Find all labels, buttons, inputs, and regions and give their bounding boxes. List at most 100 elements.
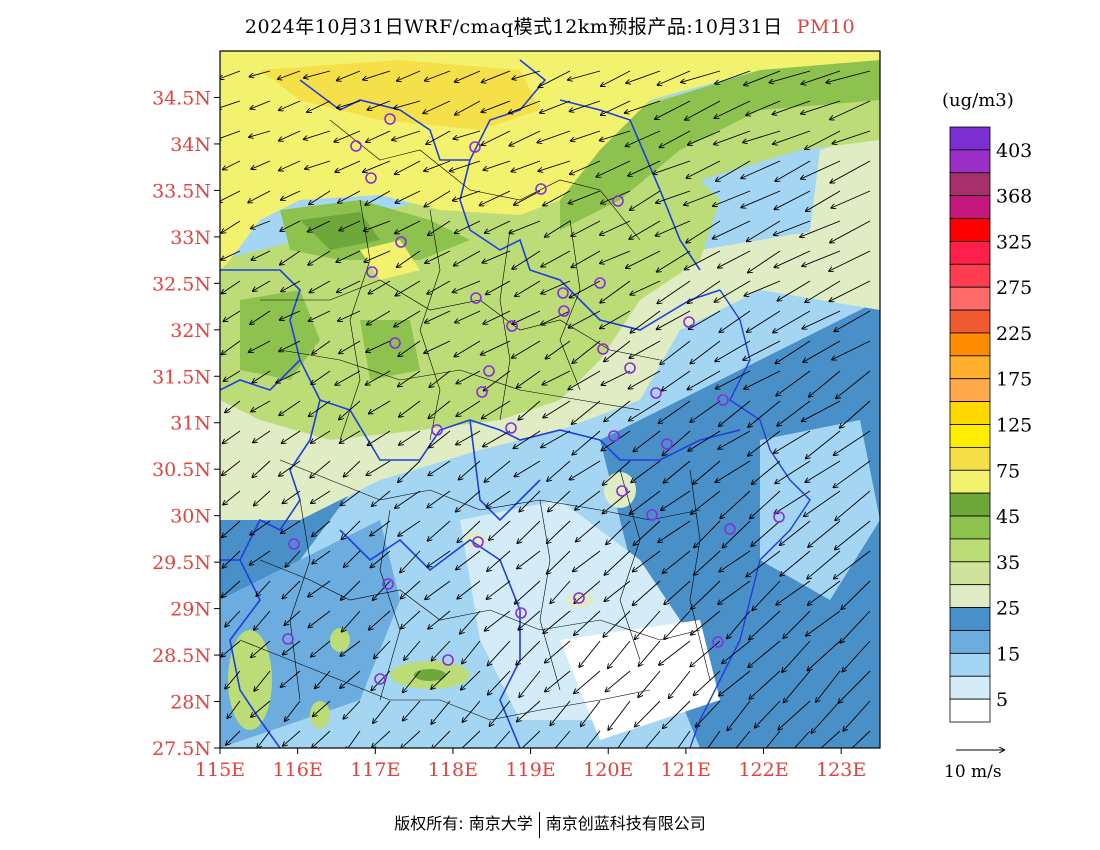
wind-arrow	[311, 370, 331, 384]
wind-arrow	[714, 100, 751, 118]
wind-arrow	[657, 280, 691, 303]
wind-arrow	[777, 280, 811, 301]
wind-arrow	[689, 310, 721, 329]
wind-arrow	[841, 580, 871, 609]
wind-arrow	[457, 520, 481, 542]
wind-arrow	[741, 190, 781, 207]
wind-arrow	[570, 460, 601, 480]
station-marker	[506, 320, 518, 332]
wind-arrow	[494, 730, 511, 748]
wind-arrow	[511, 160, 541, 171]
wind-arrow	[741, 160, 781, 178]
station-marker	[717, 394, 729, 406]
wind-arrow	[363, 70, 391, 80]
wind-arrow	[545, 640, 571, 663]
wind-arrow	[341, 580, 361, 600]
wind-arrow	[401, 730, 421, 748]
wind-arrow	[253, 430, 271, 442]
wind-arrow	[424, 160, 451, 171]
wind-arrow	[222, 340, 241, 354]
wind-arrow	[310, 460, 331, 478]
lon-tick-label: 115E	[195, 759, 245, 781]
wind-arrow	[719, 550, 751, 572]
wind-arrow	[225, 400, 241, 412]
wind-arrow	[808, 580, 841, 605]
wind-arrow	[545, 220, 571, 237]
wind-arrow	[311, 490, 331, 503]
wind-arrow	[427, 490, 451, 508]
wind-arrow	[425, 70, 451, 81]
wind-arrow	[311, 430, 331, 443]
wind-arrow	[656, 220, 691, 236]
wind-arrow	[369, 610, 391, 630]
wind-arrow	[694, 550, 721, 575]
wind-arrow	[370, 520, 391, 536]
wind-arrow	[605, 670, 631, 692]
wind-arrow	[776, 370, 811, 396]
wind-arrow	[684, 190, 721, 205]
wind-arrow	[487, 550, 511, 571]
wind-arrow	[685, 100, 721, 120]
wind-arrow	[656, 190, 691, 203]
wind-arrow	[372, 490, 391, 506]
wind-arrow	[625, 100, 661, 113]
lat-tick-label: 31N	[170, 413, 211, 435]
wind-arrow	[803, 340, 841, 362]
wind-arrow	[838, 670, 871, 703]
wind-arrow	[486, 490, 511, 507]
wind-arrow	[455, 100, 481, 115]
wind-arrow	[775, 160, 811, 181]
wind-arrow	[690, 400, 721, 422]
wind-arrow	[344, 460, 361, 477]
wind-arrow	[718, 430, 751, 449]
wind-arrow	[743, 340, 781, 360]
wind-arrow	[366, 340, 391, 352]
station-marker	[535, 183, 547, 195]
wind-arrow	[840, 610, 871, 643]
lon-tick-label: 121E	[661, 759, 711, 781]
lat-tick-label: 31.5N	[152, 366, 211, 388]
wind-arrow	[806, 610, 841, 636]
wind-arrow	[283, 730, 301, 746]
wind-arrow	[338, 190, 361, 203]
wind-arrow	[223, 430, 241, 443]
wind-arrow	[368, 430, 391, 445]
station-marker	[616, 485, 628, 497]
wind-arrow	[608, 640, 631, 668]
wind-arrow	[308, 220, 331, 232]
wind-arrow	[569, 190, 601, 203]
legend-label: 15	[996, 643, 1020, 665]
wind-arrow	[401, 580, 421, 598]
wind-arrow	[744, 280, 781, 296]
wind-arrow	[807, 640, 841, 670]
wind-arrow	[484, 370, 511, 391]
wind-arrow	[512, 250, 541, 269]
wind-arrow	[461, 670, 481, 690]
wind-arrow	[538, 160, 571, 171]
wind-arrow	[806, 430, 841, 458]
lat-tick-label: 27.5N	[152, 738, 211, 760]
wind-arrow	[395, 280, 421, 296]
wind-arrow	[718, 250, 751, 268]
map-title: 2024年10月31日WRF/cmaq模式12km预报产品:10月31日 PM10	[0, 12, 1100, 39]
wind-arrow	[250, 100, 271, 109]
wind-arrow	[222, 520, 241, 537]
wind-arrow	[601, 370, 631, 385]
wind-arrow	[719, 400, 751, 426]
wind-arrow	[456, 490, 481, 512]
wind-arrow	[579, 640, 601, 667]
wind-arrow	[723, 520, 751, 548]
station-marker	[773, 511, 785, 523]
wind-arrow	[254, 490, 271, 506]
wind-arrow	[629, 220, 661, 239]
wind-arrow	[596, 160, 631, 177]
wind-arrow	[691, 580, 721, 609]
wind-arrow	[574, 610, 601, 635]
wind-arrow	[801, 100, 841, 114]
wind-arrow	[481, 130, 511, 145]
station-marker	[469, 141, 481, 153]
wind-arrow	[279, 100, 301, 110]
wind-arrow	[250, 310, 271, 324]
wind-arrow	[368, 280, 391, 294]
lat-tick-label: 32.5N	[152, 273, 211, 295]
